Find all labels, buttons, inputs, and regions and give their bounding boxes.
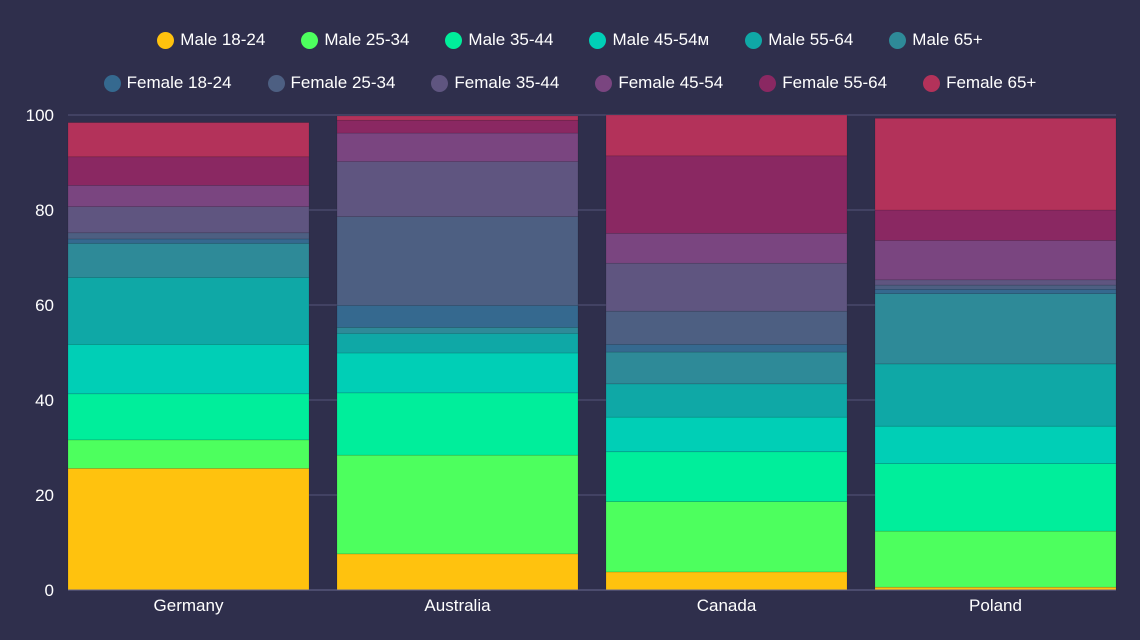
bar-segment[interactable]: [67, 277, 310, 345]
legend-label: Male 25-34: [324, 30, 410, 49]
bar-segment[interactable]: [67, 156, 310, 186]
y-tick-label: 80: [35, 201, 54, 220]
bar-segment[interactable]: [336, 454, 579, 555]
bar-segment[interactable]: [874, 293, 1117, 365]
legend-swatch: [431, 74, 449, 92]
bar-segment[interactable]: [874, 289, 1117, 294]
bar-segment[interactable]: [874, 284, 1117, 290]
bar-segment[interactable]: [67, 468, 310, 591]
legend-label: Female 65+: [946, 73, 1037, 92]
legend-swatch: [301, 31, 319, 49]
bar-segment[interactable]: [67, 206, 310, 234]
bar-segment[interactable]: [874, 425, 1117, 464]
bar-segment[interactable]: [336, 333, 579, 354]
bar-segment[interactable]: [336, 119, 579, 134]
y-tick-label: 60: [35, 296, 54, 315]
bar-segment[interactable]: [336, 115, 579, 121]
y-tick-label: 40: [35, 391, 54, 410]
legend-item[interactable]: Male 65+: [889, 30, 983, 50]
legend-swatch: [445, 31, 463, 49]
legend-item[interactable]: Male 25-34: [301, 30, 409, 50]
bar-segment[interactable]: [874, 279, 1117, 286]
legend-item[interactable]: Female 25-34: [267, 73, 396, 93]
legend-item[interactable]: Male 18-24: [157, 30, 265, 50]
bar-segment[interactable]: [874, 240, 1117, 281]
legend-swatch: [103, 74, 121, 92]
bar-segment[interactable]: [874, 463, 1117, 532]
bar-segment[interactable]: [874, 530, 1117, 588]
legend-label: Male 35-44: [468, 30, 554, 49]
bar-segment[interactable]: [67, 439, 310, 469]
legend-label: Male 65+: [912, 30, 983, 49]
x-tick-label: Germany: [154, 596, 224, 615]
legend-swatch: [589, 31, 607, 49]
bar-segment[interactable]: [336, 392, 579, 456]
legend-item[interactable]: Female 18-24: [103, 73, 232, 93]
legend-label: Male 55-64: [768, 30, 854, 49]
bar-segment[interactable]: [336, 327, 579, 334]
bar-segment[interactable]: [67, 393, 310, 441]
bar-segment[interactable]: [605, 351, 848, 385]
legend-label: Female 35-44: [454, 73, 560, 92]
x-tick-label: Canada: [697, 596, 757, 615]
legend-item[interactable]: Female 35-44: [431, 73, 559, 93]
bar-segment[interactable]: [605, 416, 848, 453]
legend-row-1: Male 18-24 Male 25-34 Male 35-44 Male 45-54…: [0, 30, 1140, 50]
legend-row-2: Female 18-24 Female 25-34 Female 35-44 Fema…: [0, 73, 1140, 93]
legend-item[interactable]: Female 45-54: [595, 73, 723, 93]
bar-segment[interactable]: [874, 363, 1117, 427]
y-tick-label: 100: [26, 106, 54, 125]
legend-item[interactable]: Female 55-64: [759, 73, 887, 93]
bar-segment[interactable]: [336, 161, 579, 217]
bar-segment[interactable]: [605, 310, 848, 345]
bar-segment[interactable]: [605, 262, 848, 312]
bar-segment[interactable]: [605, 114, 848, 157]
legend-swatch: [267, 74, 285, 92]
bar-segment[interactable]: [67, 242, 310, 278]
bar-segment[interactable]: [336, 216, 579, 306]
bar-segment[interactable]: [336, 352, 579, 394]
legend-swatch: [923, 74, 941, 92]
bar-segment[interactable]: [605, 501, 848, 573]
legend-swatch: [595, 74, 613, 92]
legend-item[interactable]: Male 35-44: [445, 30, 553, 50]
legend-item[interactable]: Male 45-54м: [589, 30, 709, 50]
legend-label: Female 55-64: [782, 73, 888, 92]
bar-segment[interactable]: [605, 344, 848, 353]
bar-segment[interactable]: [605, 451, 848, 502]
legend-label: Female 18-24: [126, 73, 232, 92]
bar-segment[interactable]: [605, 232, 848, 264]
bar-segment[interactable]: [67, 232, 310, 240]
bar-segment[interactable]: [336, 305, 579, 328]
bar-segment[interactable]: [336, 553, 579, 591]
bar-segment[interactable]: [67, 344, 310, 395]
y-tick-label: 0: [45, 581, 54, 600]
legend-item[interactable]: Female 65+: [923, 73, 1036, 93]
legend-label: Female 45-54: [618, 73, 724, 92]
bar-segment[interactable]: [67, 238, 310, 244]
y-tick-label: 20: [35, 486, 54, 505]
legend-swatch: [889, 31, 907, 49]
x-tick-label: Australia: [424, 596, 491, 615]
bar-segment[interactable]: [67, 122, 310, 158]
legend-item[interactable]: Male 55-64: [745, 30, 853, 50]
bar-segment[interactable]: [874, 209, 1117, 241]
bar-segment[interactable]: [874, 118, 1117, 211]
x-tick-label: Poland: [969, 596, 1022, 615]
legend-swatch: [759, 74, 777, 92]
legend-label: Male 18-24: [180, 30, 266, 49]
legend-swatch: [745, 31, 763, 49]
bar-segment[interactable]: [67, 185, 310, 207]
bar-segment[interactable]: [336, 132, 579, 162]
legend-label: Male 45-54м: [612, 30, 710, 49]
bar-segment[interactable]: [605, 155, 848, 234]
bar-segment[interactable]: [605, 571, 848, 591]
legend-swatch: [157, 31, 175, 49]
bar-segment[interactable]: [605, 383, 848, 418]
legend-label: Female 25-34: [290, 73, 396, 92]
